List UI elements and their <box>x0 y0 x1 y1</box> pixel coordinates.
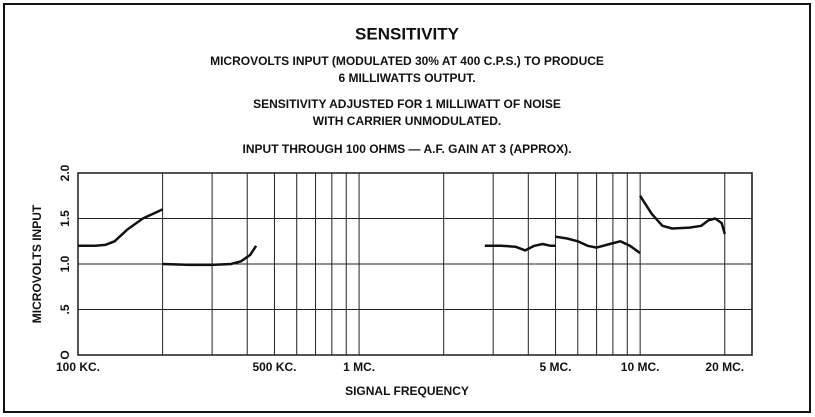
subtitle: WITH CARRIER UNMODULATED. <box>313 114 501 128</box>
y-tick-label: 1.5 <box>58 210 72 227</box>
subtitle: SENSITIVITY ADJUSTED FOR 1 MILLIWATT OF … <box>253 97 561 111</box>
chart-title: SENSITIVITY <box>355 24 460 43</box>
y-tick-label: 1.0 <box>58 255 72 272</box>
x-tick-label: 100 KC. <box>56 360 100 374</box>
y-tick-label: O <box>58 350 72 359</box>
data-line <box>78 195 727 267</box>
y-axis-label: MICROVOLTS INPUT <box>30 204 44 323</box>
x-tick-label: 500 KC. <box>252 360 296 374</box>
x-axis-label: SIGNAL FREQUENCY <box>345 384 469 398</box>
y-tick-label: .5 <box>58 304 72 314</box>
subtitle: 6 MILLIWATTS OUTPUT. <box>338 71 475 85</box>
subtitle: MICROVOLTS INPUT (MODULATED 30% AT 400 C… <box>210 54 604 68</box>
y-tick-label: 2.0 <box>58 164 72 181</box>
subtitle: INPUT THROUGH 100 OHMS — A.F. GAIN AT 3 … <box>243 142 572 156</box>
frame <box>3 3 811 413</box>
x-tick-label: 1 MC. <box>343 360 375 374</box>
x-tick-label: 20 MC. <box>705 360 744 374</box>
x-tick-label: 5 MC. <box>540 360 572 374</box>
x-tick-label: 10 MC. <box>621 360 660 374</box>
